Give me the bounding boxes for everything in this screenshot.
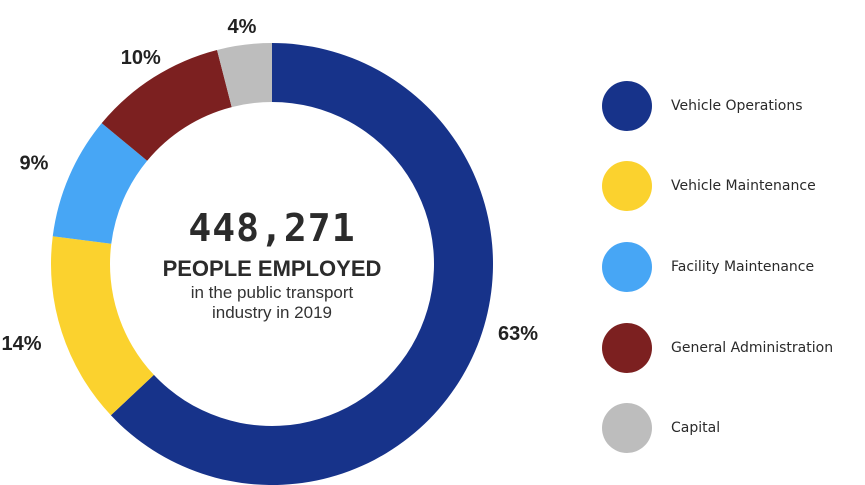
donut-slices xyxy=(51,43,493,485)
legend-label: Capital xyxy=(671,420,721,436)
legend-item-vehicle-maintenance: Vehicle Maintenance xyxy=(602,158,865,214)
donut-slice-vehicle-maintenance xyxy=(51,236,154,416)
legend-item-general-administration: General Administration xyxy=(602,320,865,376)
percent-label-facility-maintenance: 9% xyxy=(20,153,49,175)
percent-label-capital: 4% xyxy=(227,16,256,38)
donut-slice-facility-maintenance xyxy=(52,123,148,244)
center-subtitle-line-1: in the public transport xyxy=(190,283,354,302)
legend-label: General Administration xyxy=(671,340,834,356)
donut-slice-vehicle-operations xyxy=(110,43,493,485)
legend-swatch xyxy=(602,403,652,453)
center-summary: 448,271 PEOPLE EMPLOYED in the public tr… xyxy=(112,205,432,323)
legend-swatch xyxy=(602,323,652,373)
legend-swatch xyxy=(602,242,652,292)
percent-label-vehicle-operations: 63% xyxy=(498,323,538,345)
legend-item-capital: Capital xyxy=(602,400,865,456)
legend-swatch xyxy=(602,161,652,211)
percent-label-vehicle-maintenance: 14% xyxy=(1,333,41,355)
donut-slice-capital xyxy=(217,43,272,108)
legend-item-facility-maintenance: Facility Maintenance xyxy=(602,239,865,295)
legend-swatch xyxy=(602,81,652,131)
legend-label: Facility Maintenance xyxy=(671,259,815,275)
percent-label-general-administration: 10% xyxy=(121,47,161,69)
legend-label: Vehicle Operations xyxy=(671,98,803,114)
legend-label: Vehicle Maintenance xyxy=(671,178,816,194)
percent-labels: 63% 14% 9% 10% 4% xyxy=(1,16,538,355)
center-headline: PEOPLE EMPLOYED xyxy=(162,256,382,281)
total-employed-number: 448,271 xyxy=(188,206,356,250)
legend-item-vehicle-operations: Vehicle Operations xyxy=(602,78,865,134)
donut-slice-general-administration xyxy=(101,49,232,161)
center-subtitle-line-2: industry in 2019 xyxy=(211,303,333,322)
